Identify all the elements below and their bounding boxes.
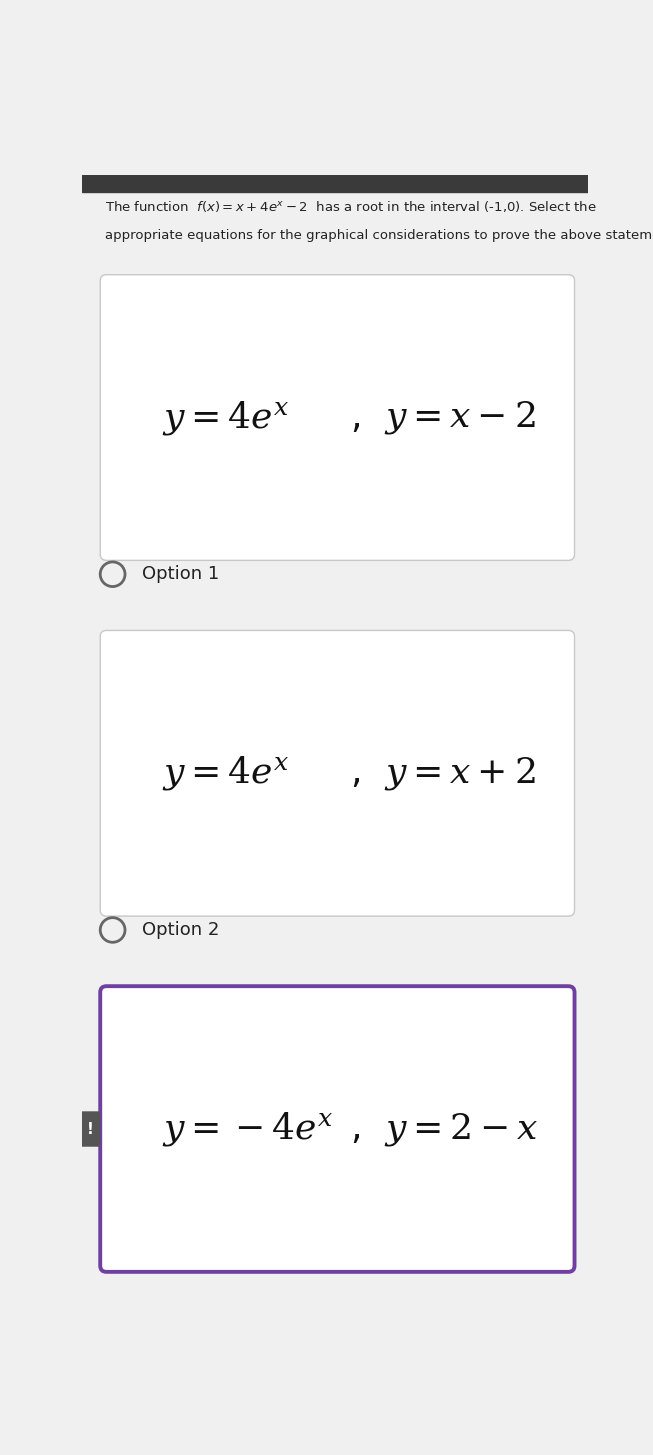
Text: $y = 4e^{x}$: $y = 4e^{x}$	[162, 754, 289, 793]
Text: $y = x+2$: $y = x+2$	[383, 755, 535, 792]
Text: Option 1: Option 1	[142, 565, 219, 583]
FancyBboxPatch shape	[100, 986, 575, 1272]
FancyBboxPatch shape	[100, 275, 575, 560]
Text: Option 2: Option 2	[142, 921, 219, 938]
Text: ,: ,	[350, 1112, 362, 1147]
Text: !: !	[87, 1122, 93, 1136]
Text: $y = x-2$: $y = x-2$	[383, 399, 535, 436]
FancyBboxPatch shape	[100, 630, 575, 917]
Circle shape	[100, 562, 125, 586]
Circle shape	[100, 918, 125, 943]
Text: The function  $f(x) = x+4e^x-2$  has a root in the interval (-1,0). Select the: The function $f(x) = x+4e^x-2$ has a roo…	[105, 199, 596, 214]
Bar	[82, 175, 588, 192]
FancyBboxPatch shape	[80, 1112, 100, 1147]
Text: $y = -4e^{x}$: $y = -4e^{x}$	[162, 1110, 334, 1148]
Text: $y = 2-x$: $y = 2-x$	[383, 1110, 538, 1148]
Text: appropriate equations for the graphical considerations to prove the above statem: appropriate equations for the graphical …	[105, 228, 653, 242]
Text: ,: ,	[350, 400, 362, 435]
Text: ,: ,	[350, 757, 362, 790]
Text: $y = 4e^{x}$: $y = 4e^{x}$	[162, 399, 289, 436]
